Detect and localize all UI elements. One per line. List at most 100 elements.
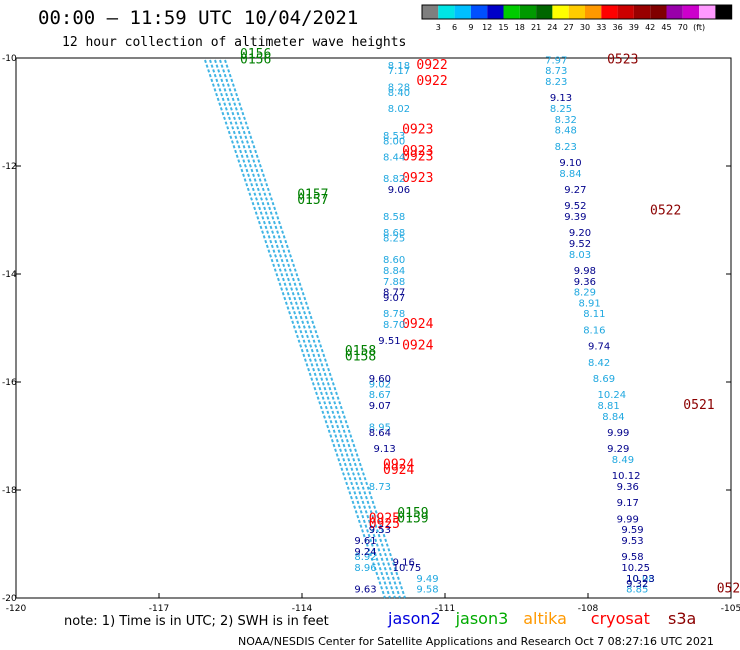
colorbar-label: 24 <box>547 23 557 32</box>
colorbar-swatch <box>682 5 700 19</box>
x-tick-label: -111 <box>435 604 455 614</box>
swh-value-label: 9.53 <box>369 525 391 536</box>
time-label: 0924 <box>402 317 433 332</box>
time-label: 0158 <box>345 349 376 364</box>
swh-value-label: 9.59 <box>621 525 643 536</box>
track-line <box>204 59 386 599</box>
time-label: 0156 <box>240 52 271 67</box>
time-label: 0159 <box>397 506 428 521</box>
time-label: 0522 <box>650 204 681 219</box>
time-label: 0923 <box>402 123 433 138</box>
swh-value-label: 8.84 <box>602 412 624 423</box>
swh-value-label: 8.95 <box>369 423 391 434</box>
dense-track-band <box>204 59 406 599</box>
swh-value-label: 8.11 <box>583 309 605 320</box>
swh-value-label: 8.70 <box>383 320 405 331</box>
swh-value-label: 8.49 <box>612 455 634 466</box>
x-tick-label: -120 <box>6 604 27 614</box>
time-label: 0923 <box>402 144 433 159</box>
swh-value-label: 8.92 <box>354 552 376 563</box>
swh-value-label: 9.02 <box>369 379 391 390</box>
colorbar-swatch <box>633 5 651 19</box>
swh-value-label: 7.17 <box>388 66 410 77</box>
swh-value-label: 8.68 <box>383 228 405 239</box>
time-label: 0523 <box>607 52 638 67</box>
units-note: note: 1) Time is in UTC; 2) SWH is in fe… <box>64 614 329 629</box>
colorbar-swatch <box>438 5 455 19</box>
swh-value-label: 9.98 <box>574 266 596 277</box>
time-label: 0156 <box>240 47 271 62</box>
colorbar-swatch <box>536 5 553 19</box>
swh-value-label: 8.64 <box>369 428 391 439</box>
swh-value-label: 8.16 <box>583 325 605 336</box>
legend-altika: altika <box>523 609 567 628</box>
data-marks: 0523052205210520092209220923092309230923… <box>240 47 740 597</box>
colorbar-swatch <box>503 5 520 19</box>
time-label: 0521 <box>683 398 714 413</box>
swh-value-label: 9.53 <box>621 536 643 547</box>
swh-value-label: 10.24 <box>598 390 627 401</box>
swh-value-label: 8.58 <box>383 212 405 223</box>
colorbar-border <box>421 4 733 20</box>
colorbar-label: 45 <box>661 23 671 32</box>
colorbar-label: 3 <box>436 23 441 32</box>
swh-value-label: 9.13 <box>550 93 572 104</box>
swh-value-label: 9.51 <box>378 336 400 347</box>
swh-value-label: 9.10 <box>559 158 581 169</box>
colorbar-swatch <box>715 5 732 19</box>
swh-value-label: 9.27 <box>564 185 586 196</box>
time-label: 0925 <box>369 517 400 532</box>
swh-value-label: 9.07 <box>383 293 405 304</box>
x-tick-label: -108 <box>578 604 599 614</box>
satellite-legend: jason2 jason3 altika cryosat s3a <box>387 609 696 628</box>
swh-value-label: 8.81 <box>598 401 620 412</box>
swh-value-label: 10.25 <box>621 563 650 574</box>
colorbar-swatch <box>585 5 602 19</box>
swh-value-label: 9.32 <box>626 579 648 590</box>
swh-value-label: 10.12 <box>612 471 641 482</box>
swh-value-label: 9.52 <box>569 239 591 250</box>
time-label: 0923 <box>402 150 433 165</box>
swh-value-label: 9.99 <box>607 428 629 439</box>
swh-value-label: 8.60 <box>383 255 405 266</box>
swh-value-label: 8.91 <box>579 298 601 309</box>
swh-value-label: 8.42 <box>588 358 610 369</box>
time-label: 0923 <box>402 171 433 186</box>
swh-value-label: 8.02 <box>388 104 410 115</box>
colorbar-label: 12 <box>482 23 492 32</box>
swh-value-label: 8.53 <box>383 131 405 142</box>
swh-value-label: 9.36 <box>574 277 596 288</box>
colorbar-label: 27 <box>564 23 574 32</box>
swh-value-label: 8.32 <box>555 115 577 126</box>
swh-value-label: 8.77 <box>383 288 405 299</box>
chart-title: 00:00 – 11:59 UTC 10/04/2021 <box>38 7 358 29</box>
colorbar-label: 21 <box>531 23 541 32</box>
colorbar-label: 6 <box>452 23 457 32</box>
colorbar-swatch <box>601 5 618 19</box>
swh-value-label: 9.60 <box>369 374 391 385</box>
swh-value-label: 8.84 <box>383 266 405 277</box>
y-tick-label: -20 <box>2 594 17 604</box>
y-tick-label: -18 <box>2 486 17 496</box>
colorbar-label: 39 <box>629 23 639 32</box>
swh-value-label: 9.17 <box>617 498 639 509</box>
time-label: 0157 <box>297 187 328 202</box>
swh-value-label: 8.44 <box>383 153 405 164</box>
swh-value-label: 10.08 <box>626 574 655 585</box>
swh-value-label: 9.74 <box>588 342 610 353</box>
x-tick-label: -114 <box>292 604 313 614</box>
time-label: 0922 <box>416 74 447 89</box>
swh-value-label: 10.23 <box>626 574 655 585</box>
colorbar-swatch <box>552 5 569 19</box>
colorbar-swatch <box>454 5 471 19</box>
swh-value-label: 8.00 <box>383 136 405 147</box>
legend-jason2: jason2 <box>387 609 441 628</box>
y-tick-label: -14 <box>2 270 17 280</box>
legend-jason3: jason3 <box>455 609 509 628</box>
swh-value-label: 8.84 <box>559 169 581 180</box>
colorbar-swatch <box>487 5 504 19</box>
colorbar-swatch <box>666 5 683 19</box>
swh-value-label: 9.29 <box>607 444 629 455</box>
